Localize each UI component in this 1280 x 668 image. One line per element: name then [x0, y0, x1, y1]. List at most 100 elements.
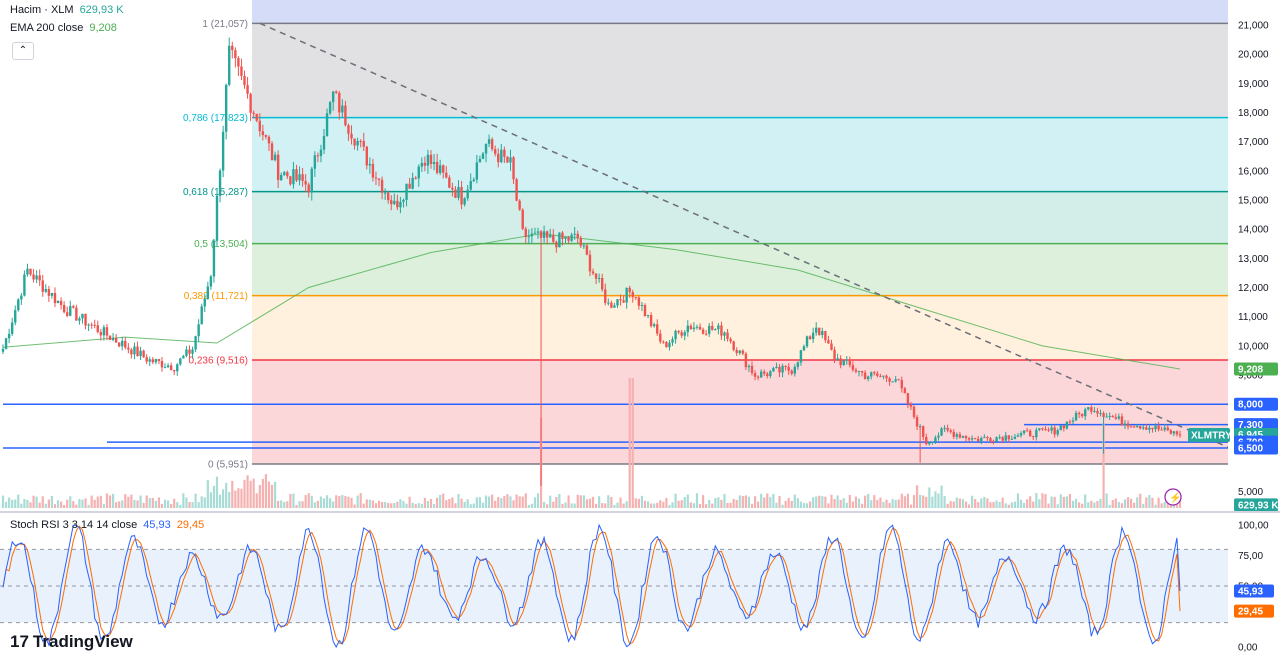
volume-bar — [234, 490, 237, 508]
volume-bar — [344, 496, 347, 508]
volume-bar — [683, 497, 686, 508]
volume-bar — [882, 501, 885, 508]
volume-bar — [50, 495, 54, 508]
volume-bar — [766, 493, 769, 508]
candle-body — [338, 92, 341, 113]
candle-body — [1163, 427, 1166, 430]
volume-bar — [1163, 501, 1166, 508]
candle-body — [130, 349, 133, 355]
volume-legend-label: Hacim · XLM — [10, 4, 74, 16]
price-badge-label: 6,500 — [1238, 443, 1263, 454]
volume-bar — [543, 501, 546, 508]
candle-body — [894, 379, 897, 382]
candle-body — [341, 105, 344, 113]
volume-bar — [925, 496, 928, 508]
volume-bar — [1019, 499, 1023, 508]
volume-bar — [451, 497, 454, 508]
candle-body — [426, 154, 430, 166]
candle-body — [793, 366, 796, 374]
price-axis-tick: 16,000 — [1238, 166, 1269, 177]
candle-body — [521, 209, 524, 229]
candle-body — [53, 292, 57, 304]
tradingview-logo[interactable]: 17 TradingView — [10, 632, 133, 652]
candle-body — [396, 200, 399, 208]
volume-bar — [1044, 494, 1047, 508]
volume-bar — [179, 504, 182, 508]
candle-body — [402, 199, 405, 202]
candle-body — [665, 342, 668, 348]
volume-bar — [781, 504, 784, 508]
candle-body — [1099, 413, 1102, 415]
volume-bar — [778, 495, 781, 508]
volume-bar — [931, 496, 934, 508]
candle-body — [622, 300, 625, 303]
volume-bar — [176, 502, 179, 508]
candle-body — [319, 149, 323, 157]
volume-bar — [475, 497, 478, 508]
candle-body — [200, 306, 203, 325]
candle-body — [790, 370, 793, 374]
candle-body — [457, 186, 460, 198]
volume-bar — [136, 500, 139, 508]
candle-body — [983, 437, 986, 439]
candle-body — [331, 91, 335, 103]
volume-bar — [222, 489, 225, 508]
volume-bar — [1001, 497, 1004, 508]
volume-bar — [619, 497, 622, 508]
candle-body — [393, 200, 396, 205]
candle-body — [1178, 434, 1182, 436]
candle-body — [405, 183, 408, 200]
volume-bar — [442, 493, 445, 508]
candle-body — [191, 349, 194, 354]
candle-body — [964, 435, 968, 439]
candle-body — [35, 275, 38, 280]
rsi-axis-tick: 0,00 — [1238, 643, 1258, 654]
volume-bar — [808, 501, 812, 508]
volume-bar — [118, 501, 121, 508]
candle-body — [952, 431, 955, 437]
volume-bar — [735, 500, 738, 508]
volume-bar — [705, 504, 708, 508]
volume-bar — [643, 500, 647, 508]
volume-bar — [787, 498, 790, 508]
volume-bar — [478, 497, 482, 508]
candle-body — [117, 342, 121, 347]
volume-bar — [708, 499, 711, 508]
candle-body — [891, 381, 894, 383]
volume-bar — [261, 478, 264, 508]
candle-body — [273, 154, 277, 161]
volume-bar — [922, 495, 925, 508]
ema-legend-label: EMA 200 close — [10, 22, 84, 34]
candle-body — [212, 240, 216, 277]
candle-body — [20, 295, 23, 300]
candle-body — [711, 325, 714, 330]
candle-body — [136, 346, 139, 357]
candle-body — [805, 336, 809, 347]
candle-body — [1145, 427, 1148, 430]
candle-body — [203, 298, 206, 307]
volume-bar — [426, 501, 430, 508]
candle-body — [631, 292, 634, 297]
volume-bar — [29, 502, 32, 508]
candle-body — [237, 58, 240, 67]
volume-bar — [1013, 501, 1017, 508]
candle-body — [1068, 421, 1072, 423]
price-axis-tick: 5,000 — [1238, 487, 1263, 498]
volume-bar — [316, 500, 319, 508]
collapse-legend-button[interactable]: ⌃ — [12, 42, 34, 60]
ema-legend[interactable]: EMA 200 close 9,208 — [10, 22, 117, 34]
volume-bar — [686, 494, 689, 508]
candle-body — [1, 348, 5, 352]
candle-body — [179, 358, 182, 365]
volume-bar — [533, 497, 537, 508]
volume-bar — [1111, 499, 1114, 508]
candle-body — [839, 358, 842, 366]
candle-body — [463, 198, 466, 205]
volume-bar — [610, 496, 613, 508]
candle-body — [772, 368, 775, 372]
stoch-rsi-legend[interactable]: Stoch RSI 3 3 14 14 close 45,93 29,45 — [10, 519, 204, 531]
volume-bar — [362, 503, 365, 508]
volume-bar — [594, 503, 598, 508]
